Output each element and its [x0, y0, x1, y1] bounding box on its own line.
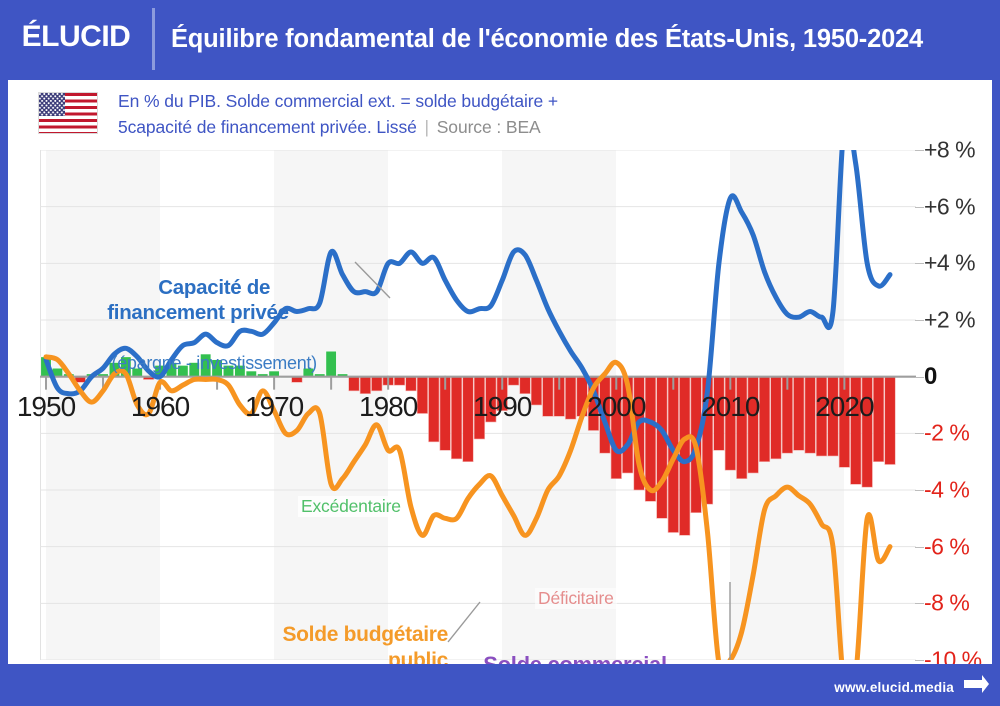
trade-balance-bar: [530, 376, 542, 406]
trade-balance-bar: [679, 376, 691, 536]
annotation-private-saving: Capacité de financement privée (épargne …: [48, 250, 348, 400]
y-axis-label: +4 %: [924, 249, 976, 276]
us-flag-icon: [38, 92, 98, 134]
trade-balance-bar: [451, 376, 463, 460]
elucid-arrow-icon: [964, 675, 989, 693]
y-axis-tick: [915, 546, 924, 548]
trade-balance-bar: [428, 376, 440, 443]
us-flag-canton: [39, 93, 65, 116]
x-axis-label: 1990: [473, 390, 532, 422]
trade-balance-bar: [758, 376, 771, 462]
annotation-private-saving-sub: (épargne - investissement): [111, 353, 318, 373]
annotation-surplus: Excédentaire: [298, 496, 404, 517]
y-axis-tick: [915, 206, 924, 208]
y-axis-label: -8 %: [924, 589, 970, 616]
header-divider: [152, 8, 155, 70]
series-line: [43, 150, 893, 465]
subtitle-line-1: En % du PIB. Solde commercial ext. = sol…: [118, 91, 559, 111]
x-axis-label: 1980: [359, 390, 418, 422]
subtitle-line-2: 5capacité de financement privée. Lissé: [118, 117, 417, 138]
y-axis-tick: [915, 490, 924, 491]
chart-subtitle: En % du PIB. Solde commercial ext. = sol…: [118, 88, 558, 141]
y-axis-tick: [915, 603, 924, 605]
decade-band: [274, 150, 389, 660]
plot-left-border: [40, 150, 41, 660]
y-axis-tick: [915, 376, 924, 378]
watermark-url: www.elucid.media: [834, 680, 954, 695]
subtitle-separator: |: [424, 117, 430, 138]
x-axis-label: 1970: [244, 390, 304, 422]
x-axis-label: 2020: [815, 390, 874, 422]
y-axis: +8 % +6 % +4 % +2 % 0 -2 % -4 % -6 % -8 % -10 %: [915, 137, 1000, 673]
y-axis-tick: [915, 660, 924, 661]
trade-balance-bar: [656, 376, 668, 519]
annotation-leader-line: [354, 261, 391, 299]
page-title: Équilibre fondamental de l'économie des …: [171, 24, 924, 53]
trade-balance-bar: [542, 376, 554, 417]
y-axis-tick: [915, 263, 924, 265]
series-line: [43, 354, 893, 660]
y-axis-label: -4 %: [924, 476, 970, 503]
chart-source: Source : BEA: [436, 117, 541, 138]
y-axis-label: -2 %: [924, 419, 970, 446]
y-axis-label: +8 %: [924, 136, 976, 163]
chart-svg: [40, 150, 916, 660]
trade-balance-bar: [508, 376, 520, 386]
y-axis-label: +6 %: [924, 193, 976, 220]
trade-balance-bar: [565, 376, 577, 420]
trade-balance-bar: [348, 376, 360, 392]
annotation-deficit: Déficitaire: [535, 588, 617, 609]
trade-balance-bar: [394, 376, 406, 386]
trade-balance-bar: [873, 376, 885, 462]
x-axis-label: 2000: [587, 390, 646, 422]
trade-balance-bar: [462, 376, 474, 462]
page-footer: www.elucid.media: [0, 664, 1000, 700]
x-axis-label: 1950: [16, 390, 76, 422]
trade-balance-bar: [405, 376, 417, 392]
trade-balance-bar: [371, 376, 383, 392]
trade-balance-bar: [884, 376, 896, 465]
y-axis-label: +2 %: [924, 306, 976, 333]
x-axis-label: 2010: [701, 390, 760, 422]
y-axis-tick: [915, 320, 924, 321]
trade-balance-bar: [804, 376, 816, 454]
y-axis-label: 0: [924, 362, 937, 390]
annotation-leader-line: [447, 601, 481, 643]
trade-balance-bar: [770, 376, 782, 460]
y-axis-label: -6 %: [924, 533, 970, 560]
y-axis-tick: [915, 150, 924, 151]
page-header: ÉLUCID Équilibre fondamental de l'économ…: [0, 0, 1000, 78]
brand-logo[interactable]: ÉLUCID: [0, 0, 152, 78]
trade-balance-bar: [416, 376, 428, 414]
x-axis-label: 1960: [130, 390, 190, 422]
y-axis-tick: [915, 433, 924, 435]
chart-subtitle-row: En % du PIB. Solde commercial ext. = sol…: [38, 88, 558, 146]
decade-band: [46, 150, 161, 660]
chart-card: En % du PIB. Solde commercial ext. = sol…: [8, 80, 992, 704]
chart-plot-area: Capacité de financement privée (épargne …: [17, 150, 916, 704]
brand-logo-text: ÉLUCID: [21, 20, 131, 53]
annotation-private-saving-title: Capacité de financement privée: [107, 276, 289, 324]
trade-balance-bar: [793, 376, 805, 451]
